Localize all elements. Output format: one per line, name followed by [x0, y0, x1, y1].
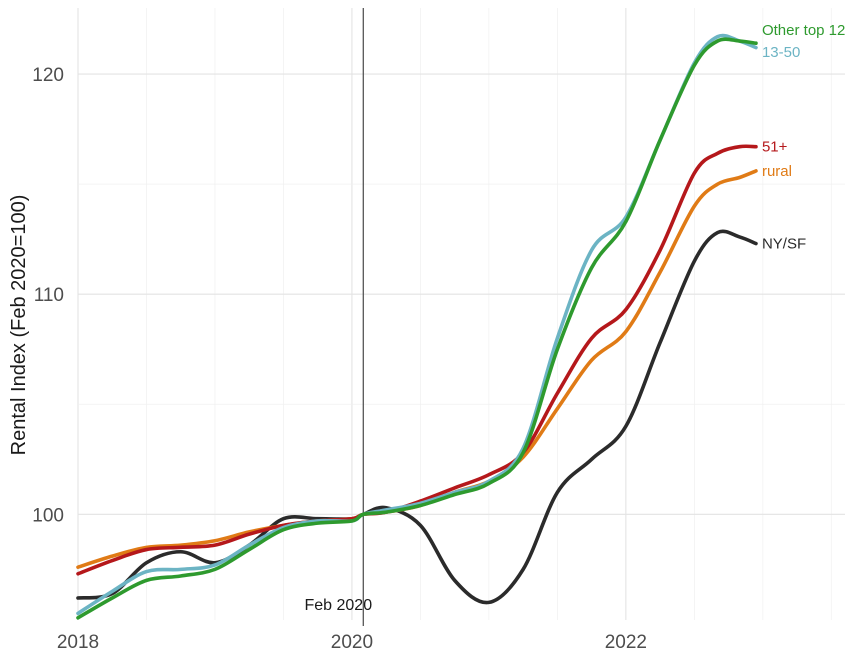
- series-label-13-50: 13-50: [762, 44, 800, 61]
- grid: [77, 8, 845, 620]
- series-labels: Other top 12 13-50 51+ rural NY/SF: [762, 22, 845, 253]
- series-label-51: 51+: [762, 139, 788, 156]
- series-label-rural: rural: [762, 163, 792, 180]
- feb-2020-label: Feb 2020: [304, 597, 372, 614]
- x-tick-label: 2020: [331, 632, 373, 653]
- y-axis-ticks: 100 110 120: [32, 65, 64, 526]
- y-tick-label: 120: [32, 65, 64, 86]
- x-tick-label: 2022: [605, 632, 647, 653]
- series-label-other-top-12: Other top 12: [762, 22, 845, 39]
- feb-2020-annotation: Feb 2020: [304, 8, 372, 626]
- x-axis-ticks: 2018 2020 2022: [57, 632, 647, 653]
- y-tick-label: 100: [32, 505, 64, 526]
- y-tick-label: 110: [34, 285, 64, 306]
- series-line-other-top-12: [76, 37, 758, 620]
- series-line-13-50: [76, 33, 758, 616]
- series-line-51: [76, 144, 758, 576]
- series-label-ny-sf: NY/SF: [762, 236, 806, 253]
- y-axis-label: Rental Index (Feb 2020=100): [8, 195, 30, 456]
- series-line-ny-sf: [76, 229, 758, 605]
- x-tick-label: 2018: [57, 632, 99, 653]
- series-lines: [76, 33, 758, 620]
